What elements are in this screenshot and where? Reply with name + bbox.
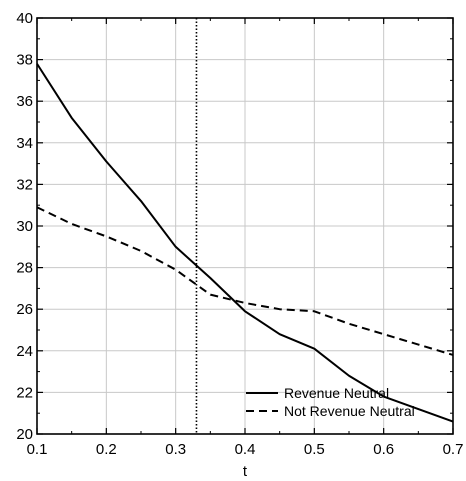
x-tick-label: 0.6: [373, 441, 394, 458]
y-tick-label: 26: [16, 301, 33, 318]
y-tick-label: 22: [16, 384, 33, 401]
x-tick-label: 0.4: [235, 441, 256, 458]
y-tick-label: 36: [16, 93, 33, 110]
y-tick-label: 34: [16, 135, 33, 152]
y-tick-label: 32: [16, 176, 33, 193]
x-tick-label: 0.7: [443, 441, 464, 458]
x-tick-labels: 0.1 0.2 0.3 0.4 0.5 0.6 0.7: [27, 441, 464, 458]
x-axis-title: t: [243, 463, 248, 480]
y-tick-labels: 20 22 24 26 28 30 32 34 36 38 40: [16, 10, 33, 443]
axis-ticks: [36, 17, 454, 435]
y-tick-label: 40: [16, 10, 33, 27]
series-group: [36, 63, 454, 423]
grid-lines: [37, 18, 453, 434]
y-tick-label: 30: [16, 218, 33, 235]
legend-label: Revenue Neutral: [284, 385, 389, 401]
legend-label: Not Revenue Neutral: [284, 403, 415, 419]
y-tick-label: 20: [16, 426, 33, 443]
x-tick-label: 0.2: [96, 441, 117, 458]
legend: Revenue Neutral Not Revenue Neutral: [246, 385, 415, 419]
x-tick-label: 0.1: [27, 441, 48, 458]
series-line-revenue-neutral: [36, 63, 454, 423]
x-tick-label: 0.3: [165, 441, 186, 458]
y-tick-label: 24: [16, 343, 33, 360]
y-tick-label: 38: [16, 52, 33, 69]
y-tick-label: 28: [16, 260, 33, 277]
x-tick-label: 0.5: [304, 441, 325, 458]
